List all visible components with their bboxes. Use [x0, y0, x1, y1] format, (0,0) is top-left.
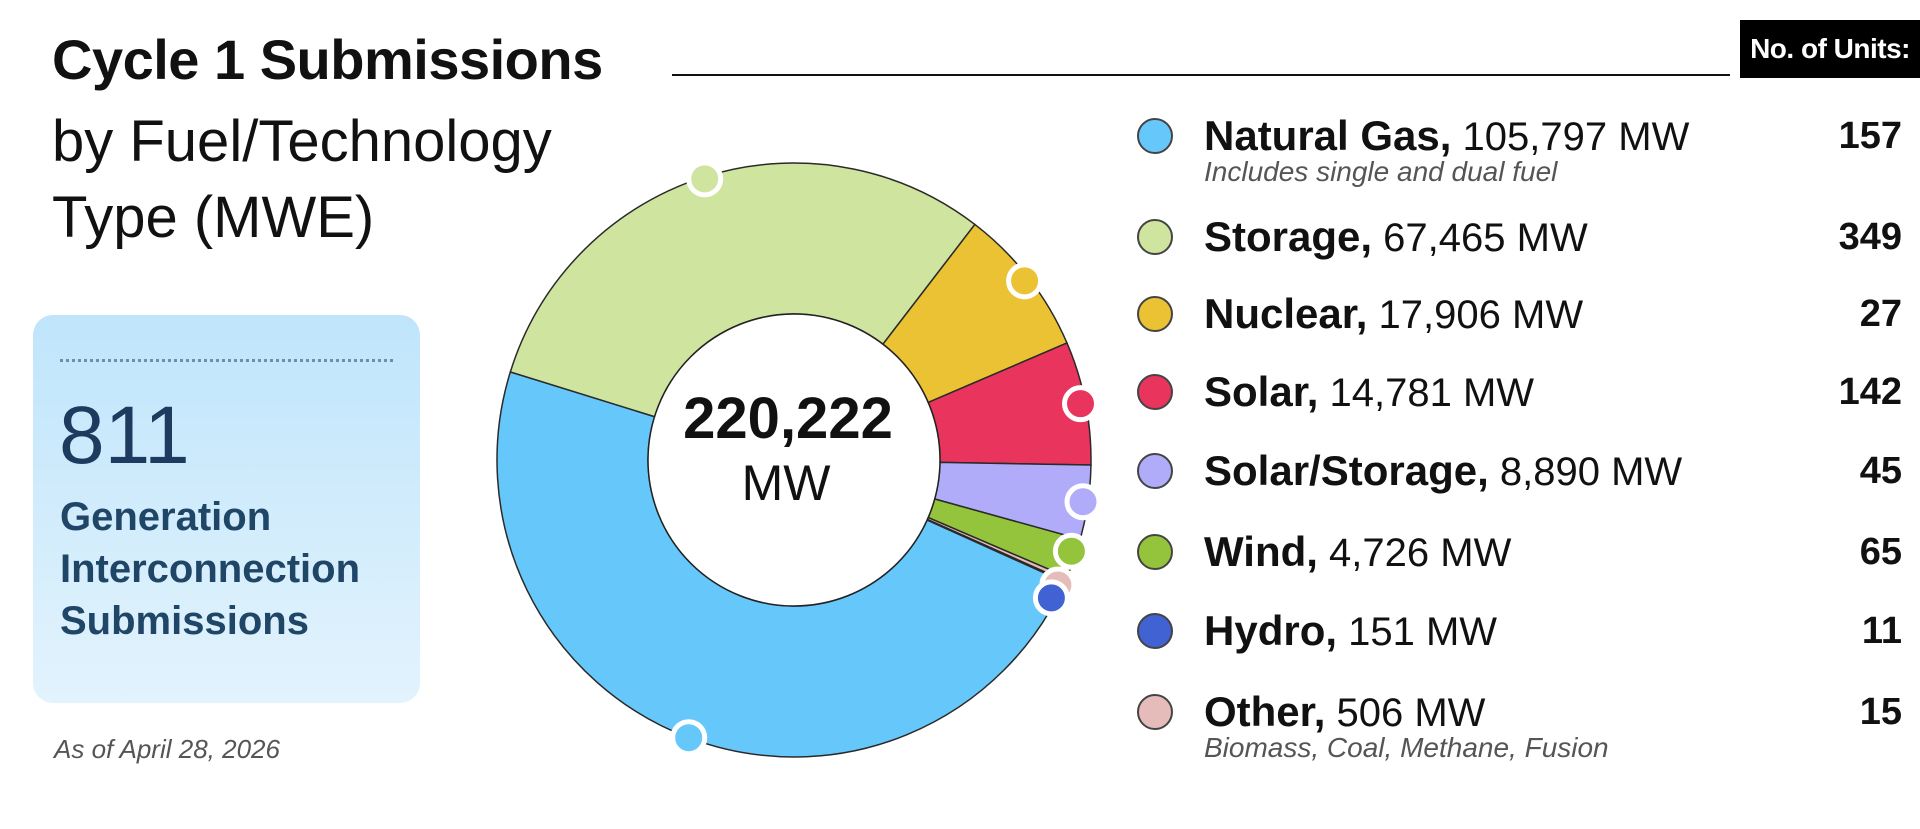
legend-item-storage: Storage, 67,465 MW 349: [1132, 207, 1920, 267]
legend-unit-count: 142: [1838, 371, 1902, 413]
legend-swatch: [1137, 118, 1173, 154]
legend-label: Solar, 14,781 MW: [1204, 362, 1534, 423]
legend-label: Solar/Storage, 8,890 MW: [1204, 441, 1682, 502]
legend-series-name: Hydro,: [1204, 607, 1338, 654]
legend-unit-count: 157: [1838, 115, 1902, 157]
marker-solar-storage: [1064, 483, 1102, 521]
legend-series-name: Wind,: [1204, 528, 1318, 575]
marker-hydro: [1032, 579, 1070, 617]
legend-mw-value: 506 MW: [1325, 691, 1486, 735]
legend-mw-value: 105,797 MW: [1451, 115, 1690, 159]
legend-swatch: [1137, 374, 1173, 410]
total-mw-unit: MW: [742, 455, 832, 511]
legend-item-nuclear: Nuclear, 17,906 MW 27: [1132, 284, 1920, 344]
marker-wind: [1052, 532, 1090, 570]
legend-series-name: Storage,: [1204, 213, 1373, 260]
legend-mw-value: 14,781 MW: [1318, 371, 1535, 415]
legend-label: Other, 506 MW: [1204, 682, 1485, 743]
legend-item-hydro: Hydro, 151 MW 11: [1132, 601, 1920, 661]
legend-unit-count: 11: [1861, 610, 1902, 652]
legend-series-name: Solar/Storage,: [1204, 447, 1489, 494]
legend-label: Storage, 67,465 MW: [1204, 207, 1588, 268]
title-rule-divider: [672, 74, 1730, 76]
legend-mw-value: 4,726 MW: [1317, 531, 1512, 575]
legend-swatch: [1137, 534, 1173, 570]
marker-nuclear: [1006, 262, 1044, 300]
marker-natural-gas: [670, 719, 708, 757]
legend-swatch: [1137, 219, 1173, 255]
legend-unit-count: 27: [1859, 293, 1902, 335]
legend-swatch: [1137, 453, 1173, 489]
legend-unit-count: 349: [1838, 216, 1902, 258]
legend-item-other: Other, 506 MW Biomass, Coal, Methane, Fus…: [1132, 682, 1920, 763]
marker-storage: [686, 160, 724, 198]
legend-item-solar-storage: Solar/Storage, 8,890 MW 45: [1132, 441, 1920, 501]
legend-mw-value: 17,906 MW: [1367, 293, 1584, 337]
donut-slices: [496, 162, 1092, 758]
legend-unit-count: 15: [1859, 691, 1902, 733]
legend-mw-value: 8,890 MW: [1488, 450, 1683, 494]
legend-mw-value: 67,465 MW: [1372, 216, 1588, 260]
legend-item-solar: Solar, 14,781 MW 142: [1132, 362, 1920, 422]
legend-mw-value: 151 MW: [1337, 610, 1498, 654]
units-column-header: No. of Units:: [1740, 20, 1920, 78]
donut-chart: 220,222 MW: [496, 160, 1102, 758]
card-dotted-divider: [60, 359, 393, 362]
legend-series-name: Other,: [1204, 688, 1326, 735]
legend-series-name: Natural Gas,: [1204, 112, 1452, 159]
legend-label: Hydro, 151 MW: [1204, 601, 1497, 662]
legend-swatch: [1137, 613, 1173, 649]
marker-solar: [1062, 385, 1100, 423]
legend-swatch: [1137, 296, 1173, 332]
legend-unit-count: 65: [1859, 531, 1902, 573]
legend-label: Nuclear, 17,906 MW: [1204, 284, 1583, 345]
total-mw-value: 220,222: [683, 386, 893, 451]
legend-unit-count: 45: [1859, 450, 1902, 492]
submission-count-label: Generation Interconnection Submissions: [60, 495, 361, 643]
legend-series-name: Nuclear,: [1204, 290, 1368, 337]
chart-title: Cycle 1 Submissions: [52, 28, 603, 91]
legend-label: Wind, 4,726 MW: [1204, 522, 1511, 583]
legend-item-natural-gas: Natural Gas, 105,797 MW Includes single a…: [1132, 106, 1920, 187]
legend-label: Natural Gas, 105,797 MW: [1204, 106, 1689, 167]
donut-hole: [647, 313, 941, 607]
legend-note: Biomass, Coal, Methane, Fusion: [1204, 732, 1609, 763]
summary-card: 811 Generation Interconnection Submissio…: [33, 315, 420, 703]
legend-item-wind: Wind, 4,726 MW 65: [1132, 522, 1920, 582]
legend-note: Includes single and dual fuel: [1204, 156, 1558, 187]
legend-series-name: Solar,: [1204, 368, 1319, 415]
as-of-date: As of April 28, 2026: [54, 734, 280, 764]
submission-count: 811: [59, 390, 190, 481]
chart-subtitle: by Fuel/Technology Type (MWE): [52, 109, 552, 250]
slice-markers: [670, 160, 1102, 757]
legend-swatch: [1137, 694, 1173, 730]
